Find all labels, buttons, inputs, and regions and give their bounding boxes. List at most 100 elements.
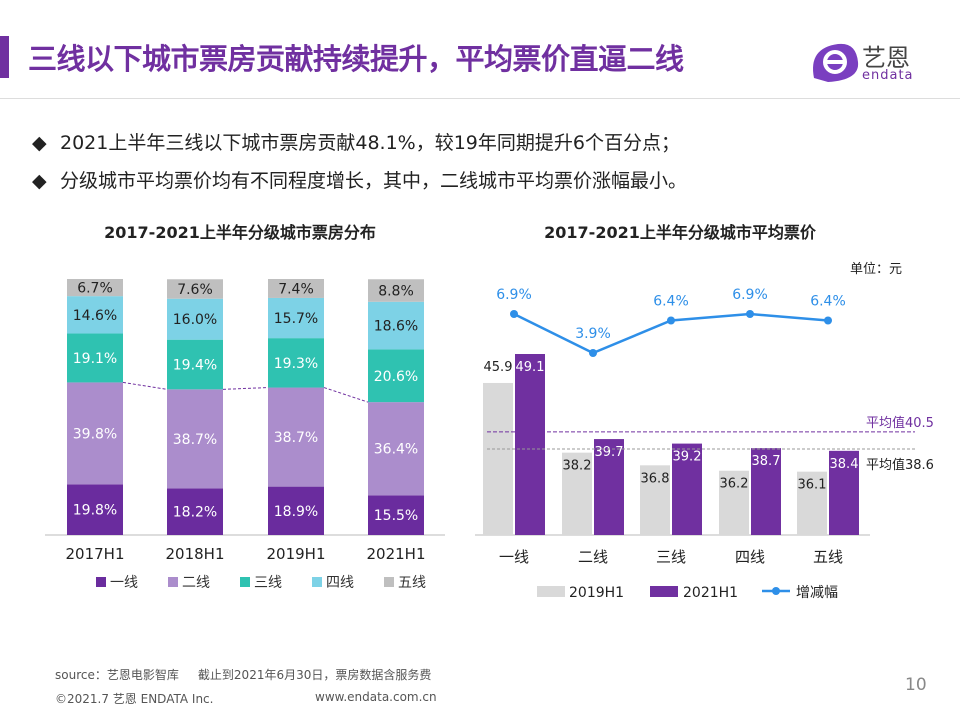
data-label: 39.2 — [673, 450, 702, 465]
connector-line — [323, 387, 369, 403]
bar-segment — [268, 387, 324, 487]
bar-segment — [368, 495, 424, 535]
data-label: 7.4% — [278, 281, 314, 297]
bar-segment — [167, 488, 223, 535]
bar-2021h1 — [829, 450, 859, 535]
logo-icon — [813, 43, 859, 82]
source-note: source：艺恩电影智库 截止到2021年6月30日，票房数据含服务费 — [55, 668, 432, 682]
bar-segment — [67, 333, 123, 383]
bar-segment — [268, 338, 324, 388]
bullet-item: ◆ 2021上半年三线以下城市票房贡献48.1%，较19年同期提升6个百分点； — [32, 124, 687, 162]
legend-label: 一线 — [110, 575, 138, 591]
data-label: 19.3% — [274, 356, 318, 372]
connector-line — [122, 381, 168, 390]
x-tick-label: 2017H1 — [66, 545, 125, 563]
data-label: 36.8 — [641, 471, 670, 486]
copyright: ©2021.7 艺恩 ENDATA Inc. — [55, 692, 214, 706]
logo-cn: 艺恩 — [862, 44, 910, 72]
unit-label: 单位：元 — [850, 262, 902, 277]
legend-label: 2019H1 — [569, 585, 624, 601]
bar-segment — [67, 382, 123, 485]
x-tick-label: 2021H1 — [367, 545, 426, 563]
data-label: 7.6% — [177, 282, 213, 298]
bar-segment — [167, 389, 223, 489]
data-label: 49.1 — [516, 360, 545, 375]
line-point — [746, 310, 754, 318]
bar-segment — [368, 301, 424, 350]
legend-label: 增减幅 — [796, 585, 838, 601]
line-point — [589, 349, 597, 357]
data-label: 19.1% — [73, 351, 117, 367]
line-point — [824, 316, 832, 325]
bar-segment — [268, 279, 324, 298]
x-tick-label: 四线 — [735, 548, 765, 566]
x-tick-label: 三线 — [656, 548, 686, 566]
x-tick-label: 2019H1 — [267, 545, 326, 563]
data-label: 15.5% — [374, 508, 418, 524]
data-label: 18.6% — [374, 319, 418, 335]
diamond-icon: ◆ — [32, 132, 47, 154]
data-label: 45.9 — [484, 360, 513, 375]
legend-swatch — [312, 577, 322, 587]
data-label: 36.1 — [798, 478, 827, 493]
line-label: 6.9% — [732, 287, 768, 303]
bar-segment — [167, 339, 223, 390]
connector-line — [222, 387, 269, 390]
legend-swatch — [650, 586, 678, 597]
bar-segment — [368, 279, 424, 302]
bullet-item: ◆ 分级城市平均票价均有不同程度增长，其中，二线城市平均票价涨幅最小。 — [32, 162, 687, 200]
x-tick-label: 二线 — [578, 548, 608, 566]
legend-label: 五线 — [398, 575, 426, 591]
bar-2021h1 — [672, 443, 702, 535]
legend-swatch — [537, 586, 565, 597]
reference-label: 平均值40.5 — [866, 415, 934, 431]
diamond-icon: ◆ — [32, 170, 47, 192]
bar-segment — [67, 296, 123, 334]
line-label: 3.9% — [575, 326, 611, 342]
data-label: 14.6% — [73, 308, 117, 324]
data-label: 16.0% — [173, 312, 217, 328]
endata-logo: 艺恩 endata — [808, 38, 938, 84]
bar-2019h1 — [797, 471, 827, 535]
bar-2021h1 — [594, 439, 624, 535]
chart-title: 2017-2021上半年分级城市票房分布 — [104, 223, 376, 242]
x-tick-label: 五线 — [813, 548, 843, 566]
page-number: 10 — [905, 675, 927, 695]
x-tick-label: 一线 — [499, 548, 529, 566]
bar-2021h1 — [751, 448, 781, 535]
data-label: 38.7% — [173, 432, 217, 448]
page-title: 三线以下城市票房贡献持续提升，平均票价直逼二线 — [28, 42, 684, 76]
bullet-list: ◆ 2021上半年三线以下城市票房贡献48.1%，较19年同期提升6个百分点； ◆… — [32, 124, 687, 200]
data-label: 19.4% — [173, 358, 217, 374]
line-label: 6.9% — [496, 287, 532, 303]
data-label: 36.4% — [374, 442, 418, 458]
divider — [0, 98, 960, 99]
bar-segment — [67, 484, 123, 535]
data-label: 19.8% — [73, 503, 117, 519]
data-label: 20.6% — [374, 369, 418, 385]
bar-segment — [167, 279, 223, 299]
bar-2019h1 — [719, 470, 749, 535]
bar-segment — [368, 402, 424, 496]
legend-swatch — [384, 577, 394, 587]
legend-swatch — [96, 577, 106, 587]
bar-segment — [67, 279, 123, 297]
bar-segment — [268, 486, 324, 535]
data-label: 18.9% — [274, 504, 318, 520]
data-label: 36.2 — [720, 477, 749, 492]
x-tick-label: 2018H1 — [166, 545, 225, 563]
data-label: 39.8% — [73, 426, 117, 442]
logo-en: endata — [862, 68, 914, 83]
line-label: 6.4% — [653, 294, 689, 310]
title-accent-bar — [0, 36, 9, 78]
data-label: 8.8% — [378, 284, 414, 300]
reference-label: 平均值38.6 — [866, 457, 934, 473]
data-label: 39.7 — [595, 445, 624, 460]
legend-swatch — [240, 577, 250, 587]
data-label: 38.7% — [274, 430, 318, 446]
website: www.endata.com.cn — [315, 690, 437, 704]
bar-segment — [368, 349, 424, 403]
bar-segment — [167, 298, 223, 340]
bar-2019h1 — [640, 465, 670, 535]
